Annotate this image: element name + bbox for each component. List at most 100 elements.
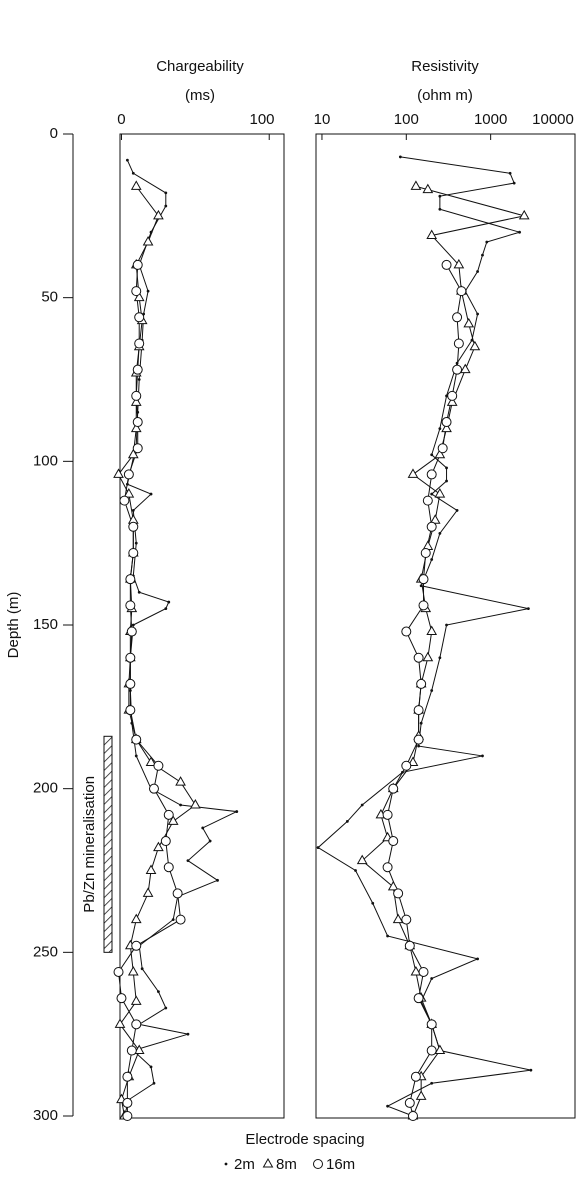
- legend-symbol: [224, 1162, 228, 1166]
- series-line: [117, 186, 197, 1117]
- point-triangle: [130, 422, 142, 433]
- point-triangle: [130, 180, 142, 190]
- point-dot: [430, 453, 434, 457]
- y-tick-label: 150: [33, 616, 58, 633]
- y-tick-label: 0: [50, 125, 58, 142]
- point-circle: [413, 652, 424, 663]
- point-dot: [386, 934, 389, 938]
- point-dot: [455, 361, 459, 365]
- point-triangle: [459, 363, 471, 374]
- point-circle: [172, 888, 183, 899]
- point-dot: [518, 230, 521, 234]
- point-circle: [153, 760, 164, 771]
- point-triangle: [356, 854, 368, 865]
- point-dot: [164, 191, 168, 195]
- series-line: [118, 264, 182, 1116]
- panel-frame: [119, 133, 285, 1119]
- point-dot: [476, 312, 479, 316]
- point-dot: [164, 607, 168, 611]
- point-dot: [152, 1081, 156, 1085]
- point-dot: [179, 803, 182, 807]
- point-dot: [316, 846, 320, 849]
- legend-label: 16m: [326, 1156, 355, 1173]
- x-tick-label: 10000: [532, 111, 574, 128]
- point-dot: [417, 744, 421, 748]
- series-line: [361, 185, 525, 1117]
- point-triangle: [422, 183, 434, 194]
- point-dot: [445, 623, 448, 627]
- point-dot: [430, 492, 434, 496]
- point-circle: [131, 1019, 142, 1030]
- point-circle: [125, 705, 136, 716]
- panel-title: Chargeability: [156, 58, 244, 75]
- point-triangle: [469, 340, 481, 351]
- point-triangle: [434, 448, 446, 459]
- point-dot: [137, 590, 141, 594]
- point-circle: [388, 836, 399, 847]
- point-dot: [430, 689, 434, 692]
- x-tick-label: 10: [314, 111, 331, 128]
- point-triangle: [113, 468, 124, 478]
- point-circle: [123, 469, 134, 480]
- point-circle: [393, 888, 404, 899]
- point-circle: [382, 809, 393, 820]
- point-triangle: [392, 913, 404, 924]
- point-dot: [164, 1006, 168, 1010]
- point-dot: [360, 803, 364, 807]
- series-line: [123, 159, 239, 1117]
- point-dot: [529, 1068, 533, 1072]
- point-dot: [128, 689, 132, 692]
- point-dot: [136, 410, 140, 414]
- point-dot: [235, 810, 239, 813]
- point-triangle: [407, 468, 419, 478]
- point-circle: [122, 1071, 133, 1082]
- point-dot: [134, 754, 138, 758]
- panel-title: Resistivity: [411, 58, 479, 75]
- point-dot: [430, 1081, 434, 1085]
- point-circle: [401, 626, 412, 637]
- point-dot: [131, 509, 135, 512]
- point-triangle: [145, 864, 157, 874]
- point-circle: [128, 521, 139, 532]
- point-triangle: [127, 965, 139, 976]
- point-triangle: [434, 488, 446, 498]
- point-dot: [201, 826, 205, 830]
- y-tick-label: 200: [33, 780, 58, 797]
- panel-frame: [315, 133, 576, 1119]
- point-dot: [419, 721, 423, 725]
- point-circle: [453, 338, 464, 349]
- y-tick-label: 100: [33, 452, 58, 469]
- point-dot: [398, 155, 402, 159]
- point-dot: [149, 1065, 153, 1069]
- point-circle: [132, 259, 143, 270]
- point-triangle: [387, 880, 399, 891]
- x-tick-label: 0: [117, 111, 125, 128]
- point-circle: [122, 1097, 133, 1108]
- point-dot: [125, 482, 129, 486]
- point-triangle: [127, 448, 139, 459]
- point-dot: [445, 479, 448, 483]
- point-triangle: [434, 1044, 446, 1055]
- point-circle: [382, 862, 393, 873]
- point-circle: [125, 600, 136, 611]
- point-circle: [132, 364, 143, 375]
- point-circle: [148, 783, 159, 794]
- point-triangle: [133, 291, 145, 302]
- point-circle: [401, 914, 412, 925]
- point-dot: [186, 859, 190, 863]
- point-triangle: [114, 1018, 126, 1028]
- point-circle: [413, 734, 424, 745]
- point-circle: [418, 574, 429, 585]
- x-tick-label: 100: [249, 111, 274, 128]
- point-dot: [130, 721, 134, 725]
- point-triangle: [189, 799, 201, 809]
- point-circle: [410, 1071, 421, 1082]
- point-dot: [157, 990, 160, 994]
- point-triangle: [410, 180, 422, 190]
- point-dot: [476, 270, 479, 273]
- point-circle: [116, 993, 127, 1004]
- point-circle: [452, 312, 463, 323]
- panel-unit: (ohm m): [417, 87, 473, 104]
- point-dot: [125, 158, 129, 162]
